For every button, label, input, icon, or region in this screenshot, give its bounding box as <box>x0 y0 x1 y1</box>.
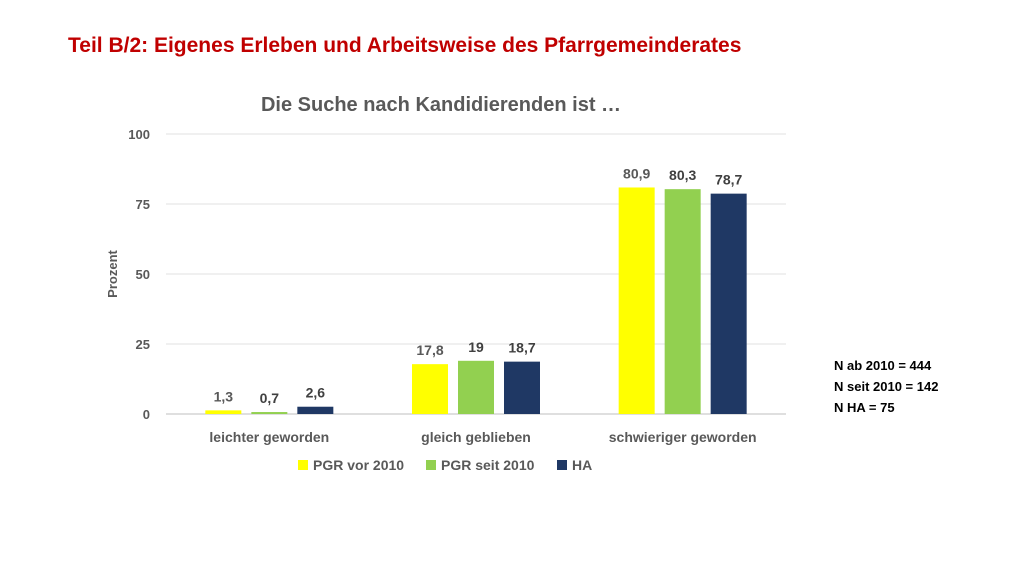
y-tick-label: 75 <box>136 197 150 212</box>
bar <box>458 360 494 414</box>
bar <box>251 412 288 414</box>
data-label: 17,8 <box>416 342 443 358</box>
y-tick-label: 0 <box>143 407 150 422</box>
data-label: 0,7 <box>260 390 280 406</box>
bar <box>618 187 655 414</box>
bar <box>412 364 448 414</box>
bar <box>297 406 334 414</box>
x-tick-label: schwieriger geworden <box>609 429 757 445</box>
x-tick-label: gleich geblieben <box>421 429 531 445</box>
legend-label: HA <box>572 457 592 473</box>
data-label: 80,9 <box>623 165 650 181</box>
slide-title: Teil B/2: Eigenes Erleben und Arbeitswei… <box>68 34 742 57</box>
data-label: 19 <box>468 339 484 355</box>
bar <box>664 189 701 414</box>
legend-label: PGR vor 2010 <box>313 457 404 473</box>
data-label: 78,7 <box>715 172 742 188</box>
legend-swatch <box>557 460 567 470</box>
bar <box>205 410 242 414</box>
note-n-ha: N HA = 75 <box>834 400 895 415</box>
data-label: 2,6 <box>306 385 326 401</box>
legend-swatch <box>298 460 308 470</box>
note-n-ab-2010: N ab 2010 = 444 <box>834 358 932 373</box>
y-tick-label: 50 <box>136 267 150 282</box>
y-axis-label: Prozent <box>105 249 120 297</box>
data-label: 18,7 <box>508 340 535 356</box>
legend-swatch <box>426 460 436 470</box>
x-tick-labels: leichter geworden gleich geblieben schwier… <box>209 429 756 445</box>
note-n-seit-2010: N seit 2010 = 142 <box>834 379 939 394</box>
bar <box>710 193 747 414</box>
bar <box>504 361 540 414</box>
legend: PGR vor 2010 PGR seit 2010 HA <box>298 457 592 473</box>
chart-title: Die Suche nach Kandidierenden ist … <box>261 94 621 116</box>
sample-size-notes: N ab 2010 = 444 N seit 2010 = 142 N HA =… <box>834 355 938 418</box>
data-label: 80,3 <box>669 167 696 183</box>
x-tick-label: leichter geworden <box>209 429 329 445</box>
bars: 1,3 0,7 2,6 17,8 19 18,7 80,9 80,3 78,7 <box>205 165 747 414</box>
legend-label: PGR seit 2010 <box>441 457 535 473</box>
y-tick-labels: 0 25 50 75 100 <box>128 127 150 422</box>
y-tick-label: 25 <box>136 337 150 352</box>
data-label: 1,3 <box>214 388 234 404</box>
y-tick-label: 100 <box>128 127 150 142</box>
